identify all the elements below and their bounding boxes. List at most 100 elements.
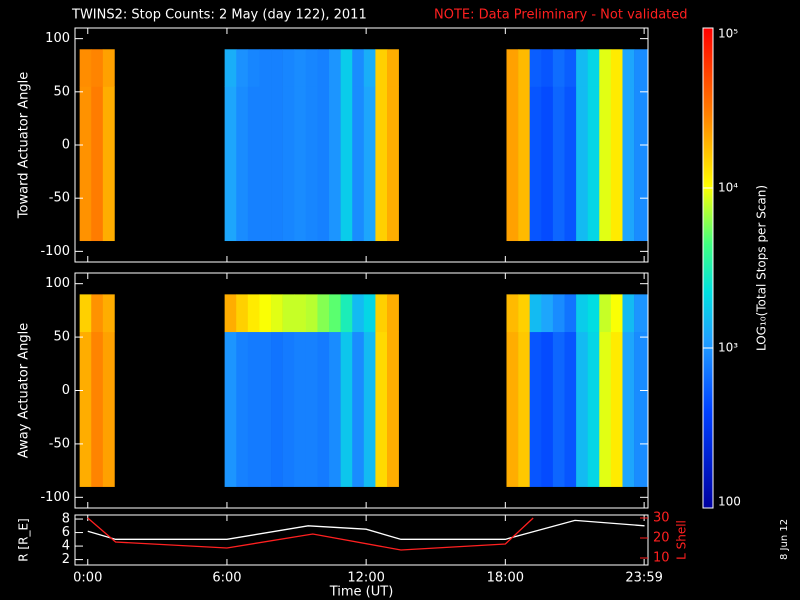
- heatmap-cell: [529, 49, 542, 87]
- heatmap-cell: [529, 86, 542, 242]
- y-tick-label: 0: [62, 138, 70, 153]
- chart-title: TWINS2: Stop Counts: 2 May (day 122), 20…: [71, 8, 367, 23]
- heatmap-cell: [305, 49, 318, 87]
- colorbar-tick-label: 100: [718, 495, 741, 509]
- heatmap-cell: [518, 294, 530, 333]
- heatmap-cell: [610, 49, 623, 87]
- heatmap-cell: [91, 331, 104, 487]
- heatmap-cell: [352, 294, 365, 333]
- heatmap-cell: [375, 331, 388, 487]
- heatmap-cell: [259, 331, 272, 487]
- heatmap-cell: [552, 331, 565, 487]
- heatmap-cell: [317, 294, 330, 333]
- heatmap-cell: [102, 86, 115, 242]
- heatmap-cell: [236, 331, 249, 487]
- heatmap-cell: [271, 331, 283, 487]
- heatmap-cell: [352, 86, 365, 242]
- y-tick-label: 6: [62, 525, 70, 540]
- heatmap-cell: [224, 294, 237, 333]
- heatmap-cell: [79, 294, 92, 333]
- heatmap-cell: [610, 294, 623, 333]
- heatmap-cell: [564, 331, 577, 487]
- heatmap-cell: [259, 49, 272, 87]
- y2-tick-label: 20: [653, 531, 670, 546]
- heatmap-cell: [622, 86, 635, 242]
- y-tick-label: -50: [49, 436, 70, 451]
- heatmap-cell: [224, 331, 237, 487]
- heatmap-cell: [541, 49, 554, 87]
- heatmap-cell: [634, 49, 649, 87]
- heatmap-cell: [294, 294, 307, 333]
- heatmap-cell: [506, 331, 519, 487]
- x-axis-label: Time (UT): [329, 585, 394, 600]
- heatmap-cell: [91, 294, 104, 333]
- heatmap-cell: [387, 331, 399, 487]
- heatmap-cell: [610, 86, 623, 242]
- heatmap-cell: [247, 294, 260, 333]
- heatmap-cell: [552, 86, 565, 242]
- x-tick-label: 6:00: [212, 571, 241, 586]
- heatmap-cell: [576, 331, 588, 487]
- heatmap-cell: [599, 331, 612, 487]
- x-tick-label: 12:00: [347, 571, 384, 586]
- heatmap-cell: [576, 294, 588, 333]
- heatmap-cell: [363, 49, 376, 87]
- y-tick-label: 100: [45, 31, 70, 46]
- y-tick-label: 100: [45, 276, 70, 291]
- heatmap-cell: [282, 86, 295, 242]
- heatmap-cell: [329, 294, 341, 333]
- heatmap-cell: [271, 86, 283, 242]
- heatmap-cell: [236, 294, 249, 333]
- heatmap-cell: [294, 331, 307, 487]
- heatmap-cell: [91, 49, 104, 87]
- heatmap-cell: [518, 49, 530, 87]
- heatmap-cell: [529, 331, 542, 487]
- y-tick-label: -100: [40, 490, 70, 505]
- y2-tick-label: 10: [653, 551, 670, 566]
- panel-frame: [74, 514, 649, 566]
- heatmap-cell: [305, 331, 318, 487]
- heatmap-cell: [552, 294, 565, 333]
- heatmap-cell: [622, 49, 635, 87]
- heatmap-cell: [541, 294, 554, 333]
- x-tick-label: 18:00: [487, 571, 524, 586]
- y-axis-label: Away Actuator Angle: [17, 323, 32, 458]
- heatmap-cell: [352, 49, 365, 87]
- heatmap-cell: [236, 49, 249, 87]
- heatmap-cell: [102, 294, 115, 333]
- heatmap-cell: [305, 86, 318, 242]
- heatmap-cell: [587, 294, 600, 333]
- y-tick-label: -50: [49, 191, 70, 206]
- heatmap-cell: [79, 49, 92, 87]
- y-tick-label: 8: [62, 512, 70, 527]
- heatmap-cell: [340, 86, 353, 242]
- heatmap-cell: [622, 331, 635, 487]
- heatmap-cell: [387, 49, 399, 87]
- heatmap-cell: [259, 294, 272, 333]
- colorbar-tick-label: 10⁵: [718, 27, 738, 41]
- heatmap-cell: [340, 49, 353, 87]
- y2-tick-label: 30: [653, 511, 670, 526]
- y-axis-label: Toward Actuator Angle: [17, 72, 32, 219]
- heatmap-cell: [224, 49, 237, 87]
- heatmap-cell: [375, 49, 388, 87]
- x-tick-label: 23:59: [625, 571, 662, 586]
- heatmap-cell: [564, 294, 577, 333]
- heatmap-cell: [634, 86, 649, 242]
- heatmap-cell: [305, 294, 318, 333]
- colorbar: [702, 27, 714, 509]
- series-line: [87, 519, 645, 540]
- heatmap-cell: [599, 294, 612, 333]
- heatmap-cell: [340, 294, 353, 333]
- heatmap-cell: [329, 331, 341, 487]
- heatmap-cell: [329, 86, 341, 242]
- heatmap-cell: [634, 294, 649, 333]
- heatmap-cell: [102, 49, 115, 87]
- heatmap-cell: [541, 86, 554, 242]
- heatmap-cell: [224, 86, 237, 242]
- heatmap-cell: [587, 86, 600, 242]
- heatmap-cell: [529, 294, 542, 333]
- heatmap-cell: [363, 331, 376, 487]
- heatmap-cell: [282, 49, 295, 87]
- heatmap-cell: [599, 86, 612, 242]
